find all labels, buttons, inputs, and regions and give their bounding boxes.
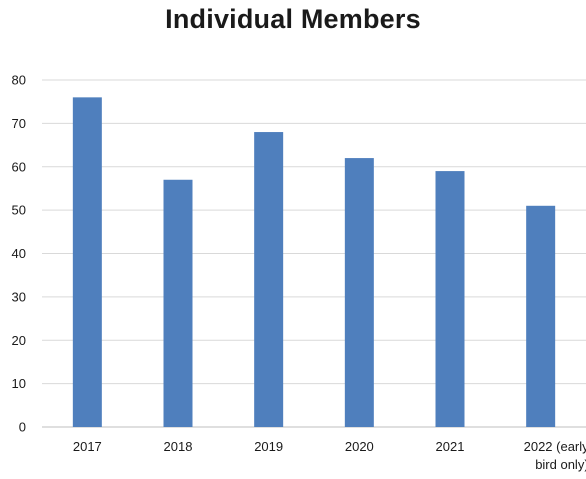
- bar-2017: [72, 97, 102, 427]
- x-tick-label: 2019: [254, 439, 283, 454]
- bar-2018: [163, 179, 193, 427]
- bar-2019: [254, 132, 284, 428]
- x-tick-label-line: 2020: [345, 439, 374, 454]
- bar-2022: [526, 205, 556, 427]
- x-tick-label: 2020: [345, 439, 374, 454]
- y-tick-label: 80: [12, 73, 26, 88]
- y-axis-ticks: 0 10 20 30 40 50 60 70 80: [12, 73, 26, 435]
- x-tick-label-line: 2019: [254, 439, 283, 454]
- gridlines: [42, 79, 586, 428]
- bars: [72, 97, 556, 428]
- x-tick-label: 2022 (early bird only): [524, 439, 586, 472]
- x-tick-label: 2021: [436, 439, 465, 454]
- x-tick-label-line: 2021: [436, 439, 465, 454]
- y-tick-label: 30: [12, 289, 26, 304]
- x-tick-label-line: 2017: [73, 439, 102, 454]
- x-tick-label-line: bird only): [535, 457, 586, 472]
- y-tick-label: 50: [12, 203, 26, 218]
- chart-title: Individual Members: [165, 4, 421, 34]
- x-tick-label: 2018: [164, 439, 193, 454]
- x-axis-ticks: 2017 2018 2019 2020 2021 2022 (early bird only…: [73, 439, 586, 472]
- y-tick-label: 10: [12, 376, 26, 391]
- y-tick-label: 70: [12, 116, 26, 131]
- x-tick-label-line: 2022 (early: [524, 439, 586, 454]
- y-tick-label: 40: [12, 246, 26, 261]
- y-tick-label: 20: [12, 333, 26, 348]
- bar-2021: [435, 171, 465, 427]
- x-tick-label-line: 2018: [164, 439, 193, 454]
- bar-2020: [344, 158, 374, 427]
- y-tick-label: 0: [19, 420, 26, 435]
- x-tick-label: 2017: [73, 439, 102, 454]
- y-tick-label: 60: [12, 159, 26, 174]
